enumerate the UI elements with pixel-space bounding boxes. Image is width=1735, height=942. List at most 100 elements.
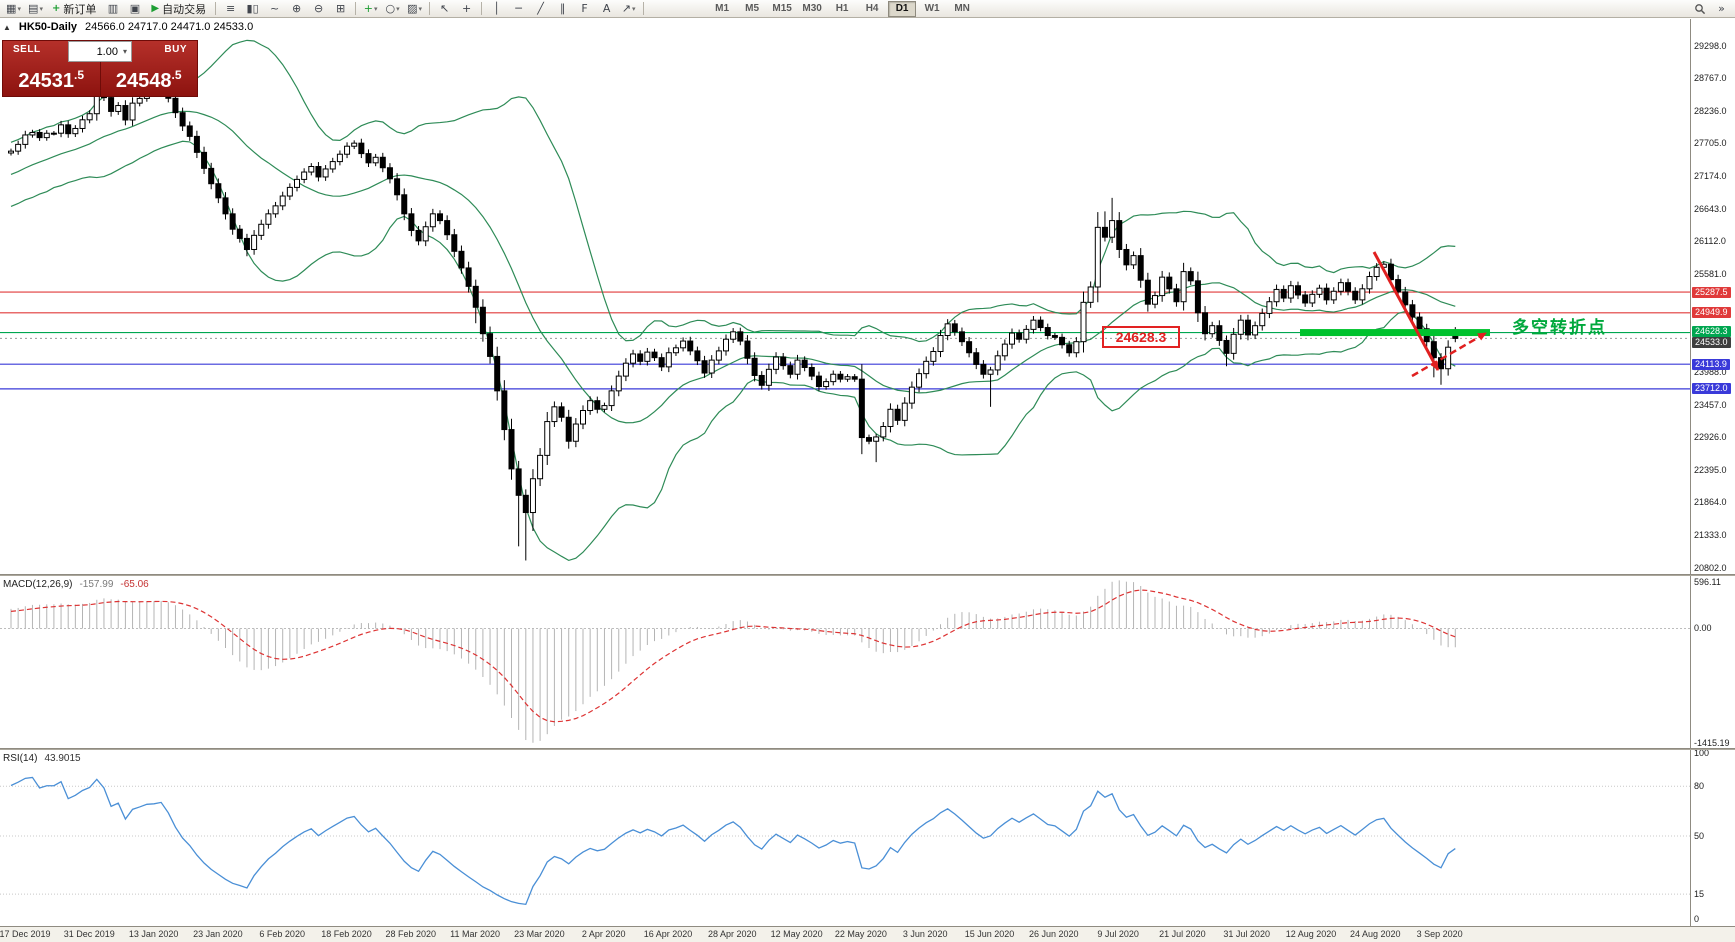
line-chart-icon[interactable]: ~ bbox=[269, 2, 280, 15]
candlestick-chart-icon[interactable]: ▮▯ bbox=[246, 2, 259, 15]
timeframe-d1[interactable]: D1 bbox=[888, 0, 917, 17]
fibonacci-icon[interactable]: F bbox=[581, 2, 588, 15]
macd-axis-label: 0.00 bbox=[1694, 623, 1712, 634]
panel-separator-macd[interactable] bbox=[0, 574, 1735, 576]
rsi-axis-label: 50 bbox=[1694, 831, 1705, 841]
volume-input[interactable]: 1.00 ▾ bbox=[68, 41, 132, 62]
macd-main-value: -157.99 bbox=[79, 579, 114, 590]
bollinger-upper-band bbox=[10, 39, 1456, 343]
price-axis-tick: 26643.0 bbox=[1694, 203, 1727, 214]
timeframe-h1[interactable]: H1 bbox=[835, 3, 849, 14]
templates-icon[interactable]: ▨ ▾ bbox=[407, 2, 423, 15]
tile-windows-icon[interactable]: ⊞ bbox=[335, 2, 346, 15]
symbol-period-label: HK50-Daily bbox=[18, 21, 77, 33]
cursor-icon[interactable]: ↖ bbox=[439, 2, 450, 15]
time-axis[interactable]: 17 Dec 2019 31 Dec 2019 13 Jan 2020 23 Jan … bbox=[0, 926, 1735, 942]
price-axis-tick: 28236.0 bbox=[1694, 105, 1727, 116]
drawing-annotations bbox=[1300, 251, 1490, 378]
date-label: 31 Dec 2019 bbox=[63, 929, 115, 939]
text-label-icon[interactable]: A bbox=[602, 2, 611, 15]
bar-chart-icon[interactable]: ≡ bbox=[225, 2, 236, 15]
templates-caret-icon: ▾ bbox=[418, 4, 423, 13]
date-label: 3 Jun 2020 bbox=[902, 929, 948, 939]
toolbar-separator bbox=[643, 2, 645, 15]
arrow-object-icon[interactable]: ↗ ▾ bbox=[621, 2, 636, 15]
indicators-icon[interactable]: + ▾ bbox=[363, 2, 378, 15]
date-label: 23 Mar 2020 bbox=[514, 929, 565, 939]
equidistant-channel-icon[interactable]: ∥ bbox=[559, 2, 566, 15]
rsi-panel-canvas[interactable] bbox=[0, 750, 1690, 926]
periods-icon[interactable]: ○ ▾ bbox=[385, 2, 400, 15]
bollinger-bands bbox=[10, 39, 1456, 562]
rsi-axis-label: 0 bbox=[1694, 914, 1700, 924]
price-annotation-box[interactable]: 24628.3 bbox=[1102, 326, 1180, 348]
downtrend-arrow[interactable] bbox=[1372, 251, 1440, 371]
autotrading-button[interactable]: ▶ 自动交易 bbox=[146, 1, 211, 16]
main-chart-canvas[interactable] bbox=[0, 19, 1690, 574]
macd-name: MACD(12,26,9) bbox=[3, 579, 73, 590]
panel-separator-rsi[interactable] bbox=[0, 748, 1735, 750]
price-axis-tick: 25581.0 bbox=[1694, 269, 1727, 279]
profiles-icon[interactable]: ▤ ▾ bbox=[28, 2, 43, 15]
date-label: 16 Apr 2020 bbox=[643, 929, 693, 939]
date-label: 9 Jul 2020 bbox=[1097, 929, 1139, 939]
volume-dropdown-icon[interactable]: ▾ bbox=[122, 47, 127, 56]
new-order-button[interactable]: + 新订单 bbox=[47, 1, 101, 16]
toolbar-overflow-icon[interactable]: » bbox=[1718, 2, 1725, 15]
level-price-tag: 24628.3 bbox=[1692, 325, 1731, 337]
one-click-collapse-icon[interactable]: ▲ bbox=[3, 23, 11, 32]
date-label: 15 Jun 2020 bbox=[964, 929, 1015, 939]
macd-signal-line bbox=[10, 589, 1456, 723]
horizontal-level-lines bbox=[0, 291, 1690, 390]
periods-caret-icon: ▾ bbox=[396, 4, 400, 13]
zoom-out-icon[interactable]: ⊖ bbox=[313, 2, 324, 15]
date-label: 12 Aug 2020 bbox=[1285, 929, 1337, 939]
date-label: 26 Jun 2020 bbox=[1029, 929, 1079, 939]
one-click-trading-panel: SELL 24531.5 BUY 24548.5 1.00 ▾ bbox=[2, 40, 198, 97]
new-order-icon: + bbox=[52, 3, 61, 14]
data-window-icon[interactable]: ▣ bbox=[129, 2, 141, 15]
bollinger-lower-band bbox=[10, 140, 1456, 562]
price-axis[interactable]: 29298.0 28767.0 28236.0 27705.0 27174.0 26643… bbox=[1690, 19, 1735, 926]
timeframe-w1[interactable]: W1 bbox=[924, 3, 940, 14]
timeframe-m15[interactable]: M15 bbox=[772, 3, 792, 14]
date-label: 24 Aug 2020 bbox=[1350, 929, 1401, 939]
market-watch-icon[interactable]: ▥ bbox=[107, 2, 119, 15]
level-price-tag: 24949.9 bbox=[1692, 307, 1731, 319]
date-label: 17 Dec 2019 bbox=[0, 929, 51, 939]
rsi-axis-label: 15 bbox=[1694, 889, 1705, 900]
vertical-line-icon[interactable]: │ bbox=[493, 2, 500, 15]
date-label: 2 Apr 2020 bbox=[581, 929, 626, 939]
rsi-axis-label: 100 bbox=[1694, 748, 1710, 758]
timeframe-h4[interactable]: H4 bbox=[865, 3, 879, 14]
date-label: 28 Feb 2020 bbox=[385, 929, 437, 939]
toolbar-separator bbox=[355, 2, 357, 15]
macd-panel-canvas[interactable] bbox=[0, 576, 1690, 748]
support-zone-bar[interactable] bbox=[1300, 329, 1490, 337]
new-order-label: 新订单 bbox=[63, 3, 97, 16]
trendline-icon[interactable]: ╱ bbox=[537, 2, 544, 15]
price-axis-tick: 22926.0 bbox=[1694, 432, 1727, 443]
timeframe-mn[interactable]: MN bbox=[954, 3, 970, 14]
rsi-label: RSI(14) 43.9015 bbox=[3, 753, 81, 764]
level-price-tag: 23712.0 bbox=[1692, 383, 1731, 395]
price-axis-tick: 28767.0 bbox=[1694, 73, 1727, 84]
search-icon[interactable] bbox=[1689, 1, 1710, 16]
chart-window[interactable]: ▲ HK50-Daily 24566.0 24717.0 24471.0 245… bbox=[0, 19, 1735, 942]
level-price-tag: 24113.9 bbox=[1692, 358, 1730, 370]
turning-point-text[interactable]: 多空转折点 bbox=[1512, 318, 1607, 337]
crosshair-icon[interactable]: + bbox=[461, 2, 472, 15]
new-chart-icon[interactable]: ▦ ▾ bbox=[6, 2, 21, 15]
zoom-in-icon[interactable]: ⊕ bbox=[291, 2, 302, 15]
bollinger-middle-band bbox=[10, 110, 1456, 424]
date-label: 23 Jan 2020 bbox=[193, 929, 243, 939]
date-label: 31 Jul 2020 bbox=[1223, 929, 1270, 939]
timeframe-m5[interactable]: M5 bbox=[745, 3, 760, 14]
price-axis-tick: 21333.0 bbox=[1694, 530, 1727, 541]
timeframe-m30[interactable]: M30 bbox=[802, 3, 822, 14]
reversal-arrow[interactable] bbox=[1411, 331, 1487, 378]
volume-value: 1.00 bbox=[96, 45, 118, 58]
timeframe-m1[interactable]: M1 bbox=[715, 3, 730, 14]
horizontal-line-icon[interactable]: ─ bbox=[515, 2, 522, 15]
date-label: 28 Apr 2020 bbox=[708, 929, 757, 939]
